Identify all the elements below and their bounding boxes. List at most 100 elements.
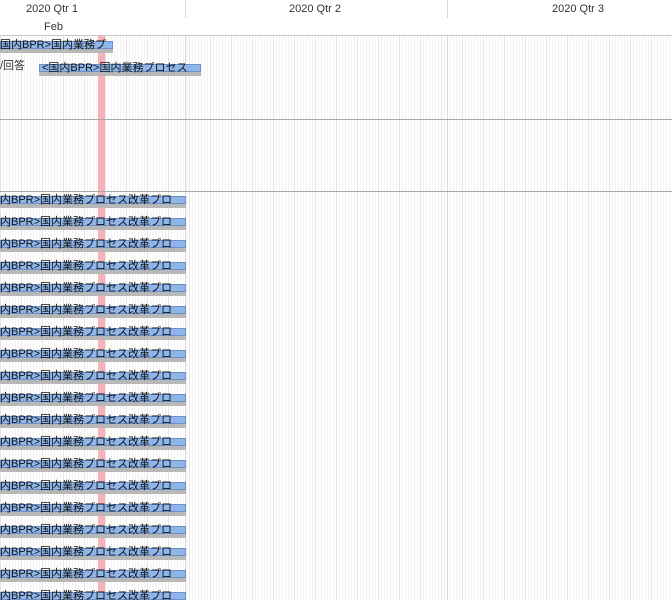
grid-line	[285, 36, 286, 600]
grid-line	[252, 36, 253, 600]
grid-line	[75, 36, 76, 600]
grid-line	[204, 36, 205, 600]
bar-shadow	[0, 576, 186, 582]
grid-line	[549, 36, 550, 600]
grid-line	[546, 36, 547, 600]
task-bar[interactable]: 内BPR>国内業務プロセス改革プロ	[0, 326, 186, 342]
grid-line	[228, 36, 229, 600]
grid-line	[579, 36, 580, 600]
task-bar[interactable]: 内BPR>国内業務プロセス改革プロ	[0, 502, 186, 518]
task-bar[interactable]: 内BPR>国内業務プロセス改革プロ	[0, 304, 186, 320]
grid-line	[225, 36, 226, 600]
grid-line	[243, 36, 244, 600]
task-bar[interactable]: 内BPR>国内業務プロセス改革プロ	[0, 392, 186, 408]
task-bar[interactable]: 内BPR>国内業務プロセス改革プロ	[0, 370, 186, 386]
grid-line	[483, 36, 484, 600]
bar-fill	[0, 416, 186, 424]
grid-line	[318, 36, 319, 600]
grid-line	[573, 36, 574, 600]
task-bar-label: 内BPR>国内業務プロセス改革プロ	[0, 546, 173, 558]
bar-shadow	[0, 400, 186, 406]
grid-line	[564, 36, 565, 600]
bar-shadow	[0, 488, 186, 494]
grid-line	[81, 36, 82, 600]
row-note: /回答	[0, 60, 26, 72]
task-bar[interactable]: 内BPR>国内業務プロセス改革プロ	[0, 590, 186, 600]
timescale-quarters: 2020 Qtr 1 2020 Qtr 2 2020 Qtr 3	[0, 0, 672, 19]
grid-line	[558, 36, 559, 600]
bar-fill	[0, 460, 186, 468]
task-bar[interactable]: 内BPR>国内業務プロセス改革プロ	[0, 260, 186, 276]
grid-line	[141, 36, 142, 600]
grid-line	[360, 36, 361, 600]
grid-line	[321, 36, 322, 600]
task-bar[interactable]: 内BPR>国内業務プロセス改革プロ	[0, 238, 186, 254]
grid-line	[660, 36, 661, 600]
task-bar[interactable]: 内BPR>国内業務プロセス改革プロ	[0, 524, 186, 540]
grid-line	[591, 36, 592, 600]
grid-line	[165, 36, 166, 600]
row-separator	[0, 191, 672, 192]
bar-fill	[0, 526, 186, 534]
task-bar[interactable]: 内BPR>国内業務プロセス改革プロ	[0, 194, 186, 210]
grid-line	[603, 36, 604, 600]
quarter-grid-line	[447, 36, 448, 600]
task-bar[interactable]: 内BPR>国内業務プロセス改革プロ	[0, 348, 186, 364]
task-bar-label: 内BPR>国内業務プロセス改革プロ	[0, 392, 173, 404]
task-bar-label: 国内BPR>国内業務プ	[0, 39, 107, 51]
grid-line	[378, 36, 379, 600]
grid-line	[576, 36, 577, 600]
bar-fill	[0, 196, 186, 204]
grid-line	[264, 36, 265, 600]
task-bar[interactable]: 内BPR>国内業務プロセス改革プロ	[0, 546, 186, 562]
grid-line	[105, 36, 106, 600]
grid-line	[387, 36, 388, 600]
task-bar[interactable]: 内BPR>国内業務プロセス改革プロ	[0, 282, 186, 298]
grid-line	[120, 36, 121, 600]
grid-line	[441, 36, 442, 600]
grid-line	[72, 36, 73, 600]
grid-line	[294, 36, 295, 600]
task-bar[interactable]: 内BPR>国内業務プロセス改革プロ	[0, 216, 186, 232]
grid-line	[267, 36, 268, 600]
grid-line	[642, 36, 643, 600]
grid-line	[132, 36, 133, 600]
grid-line	[465, 36, 466, 600]
grid-line	[117, 36, 118, 600]
grid-line	[330, 36, 331, 600]
grid-line	[240, 36, 241, 600]
grid-line	[90, 36, 91, 600]
task-bar[interactable]: 内BPR>国内業務プロセス改革プロ	[0, 414, 186, 430]
grid-line	[354, 36, 355, 600]
grid-line	[408, 36, 409, 600]
grid-line	[150, 36, 151, 600]
task-bar[interactable]: 内BPR>国内業務プロセス改革プロ	[0, 480, 186, 496]
grid-line	[633, 36, 634, 600]
task-bar[interactable]: <国内BPR>国内業務プロセス	[39, 62, 201, 78]
grid-line	[42, 36, 43, 600]
grid-line	[9, 36, 10, 600]
task-bar[interactable]: 国内BPR>国内業務プ	[0, 39, 113, 55]
grid-line	[138, 36, 139, 600]
grid-line	[426, 36, 427, 600]
bar-fill	[0, 262, 186, 270]
bar-shadow	[0, 202, 186, 208]
grid-line	[369, 36, 370, 600]
grid-line	[51, 36, 52, 600]
task-bar[interactable]: 内BPR>国内業務プロセス改革プロ	[0, 436, 186, 452]
grid-line	[519, 36, 520, 600]
grid-line	[6, 36, 7, 600]
task-bar[interactable]: 内BPR>国内業務プロセス改革プロ	[0, 568, 186, 584]
bar-fill	[0, 394, 186, 402]
bar-shadow	[0, 312, 186, 318]
grid-line	[237, 36, 238, 600]
bar-shadow	[0, 466, 186, 472]
grid-line	[393, 36, 394, 600]
grid-line	[69, 36, 70, 600]
grid-line	[585, 36, 586, 600]
grid-line	[654, 36, 655, 600]
task-bar[interactable]: 内BPR>国内業務プロセス改革プロ	[0, 458, 186, 474]
grid-line	[417, 36, 418, 600]
bar-shadow	[0, 510, 186, 516]
grid-line	[477, 36, 478, 600]
